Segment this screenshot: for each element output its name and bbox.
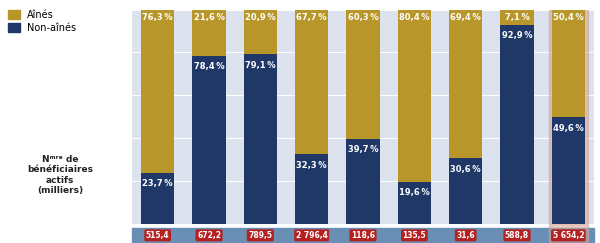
Bar xyxy=(295,155,328,224)
Bar xyxy=(551,118,585,224)
Text: 588,8: 588,8 xyxy=(505,231,529,240)
Text: 789,5: 789,5 xyxy=(248,231,272,240)
Bar xyxy=(551,10,585,118)
Bar xyxy=(449,158,482,224)
Bar xyxy=(244,10,277,54)
Text: 21,6 %: 21,6 % xyxy=(194,13,224,22)
Bar xyxy=(244,54,277,224)
Text: 19,6 %: 19,6 % xyxy=(399,188,430,197)
Text: 92,9 %: 92,9 % xyxy=(502,31,532,40)
Text: 118,6: 118,6 xyxy=(351,231,375,240)
Text: 49,6 %: 49,6 % xyxy=(553,124,584,133)
Text: 32,3 %: 32,3 % xyxy=(296,161,327,170)
Text: 135,5: 135,5 xyxy=(403,231,426,240)
Text: 23,7 %: 23,7 % xyxy=(142,179,173,188)
Bar xyxy=(500,10,533,25)
Text: 2 796,4: 2 796,4 xyxy=(296,231,328,240)
Bar xyxy=(346,139,380,224)
Bar xyxy=(449,10,482,158)
Bar xyxy=(132,228,594,243)
Text: 60,3 %: 60,3 % xyxy=(347,13,379,22)
Text: 672,2: 672,2 xyxy=(197,231,221,240)
Bar xyxy=(141,10,175,173)
Text: 39,7 %: 39,7 % xyxy=(348,145,378,154)
Bar xyxy=(549,224,587,243)
Bar xyxy=(398,10,431,182)
Text: Nᵐʳᵉ de
bénéficiaires
actifs
(milliers): Nᵐʳᵉ de bénéficiaires actifs (milliers) xyxy=(27,155,93,195)
Text: 7,1 %: 7,1 % xyxy=(505,13,529,22)
Text: 80,4 %: 80,4 % xyxy=(399,13,430,22)
Text: 515,4: 515,4 xyxy=(146,231,169,240)
Bar xyxy=(500,25,533,224)
Bar xyxy=(549,10,587,224)
Text: 79,1 %: 79,1 % xyxy=(245,61,275,70)
Bar xyxy=(398,182,431,224)
Text: 20,9 %: 20,9 % xyxy=(245,13,275,22)
Bar xyxy=(346,10,380,139)
Text: 5 654,2: 5 654,2 xyxy=(553,231,584,240)
Legend: Aînés, Non-aînés: Aînés, Non-aînés xyxy=(8,10,76,33)
Text: 31,6: 31,6 xyxy=(457,231,475,240)
Text: 78,4 %: 78,4 % xyxy=(194,62,224,71)
Text: 50,4 %: 50,4 % xyxy=(553,13,584,22)
Text: 76,3 %: 76,3 % xyxy=(142,13,173,22)
Text: 69,4 %: 69,4 % xyxy=(450,13,481,22)
Bar xyxy=(141,173,175,224)
Text: 30,6 %: 30,6 % xyxy=(451,165,481,174)
Bar xyxy=(193,10,226,56)
Text: 67,7 %: 67,7 % xyxy=(296,13,327,22)
Bar xyxy=(193,56,226,224)
Bar xyxy=(295,10,328,155)
